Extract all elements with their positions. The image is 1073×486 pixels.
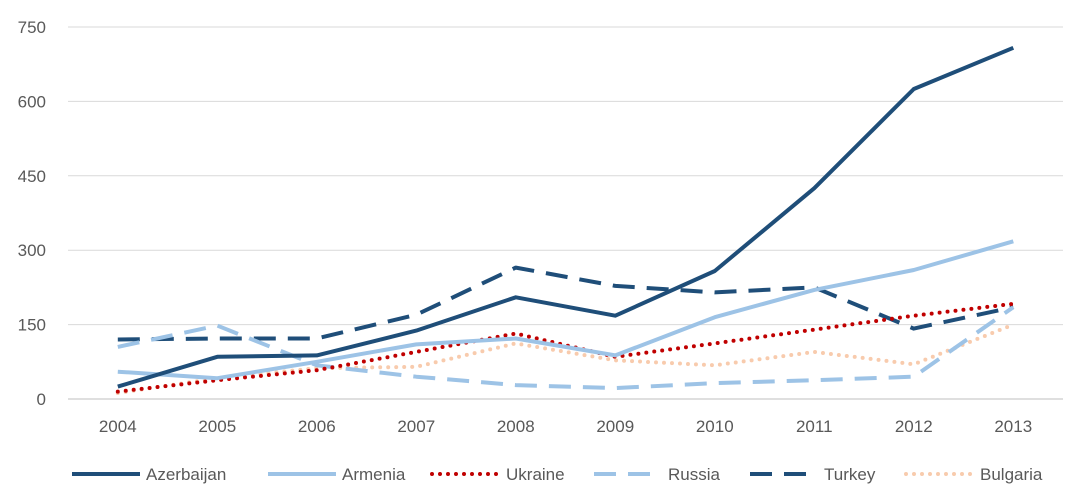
y-tick-label: 750 <box>18 18 46 37</box>
legend: Azerbaijan Armenia Ukraine Russia Turkey Bulg… <box>72 465 1043 484</box>
legend-label-azerbaijan: Azerbaijan <box>146 465 226 484</box>
y-tick-label: 450 <box>18 167 46 186</box>
x-tick-label: 2009 <box>596 417 634 436</box>
legend-label-russia: Russia <box>668 465 721 484</box>
x-tick-label: 2004 <box>99 417 137 436</box>
legend-label-armenia: Armenia <box>342 465 406 484</box>
y-tick-label: 0 <box>37 390 46 409</box>
legend-label-turkey: Turkey <box>824 465 876 484</box>
series-line-russia <box>117 305 1015 391</box>
series-line-armenia <box>117 239 1014 381</box>
x-tick-label: 2006 <box>298 417 336 436</box>
x-tick-label: 2008 <box>497 417 535 436</box>
y-tick-label: 300 <box>18 241 46 260</box>
x-tick-label: 2013 <box>994 417 1032 436</box>
x-axis-ticks: 2004 2005 2006 2007 2008 2009 2010 2011 2012 2013 <box>99 417 1032 436</box>
gridlines <box>68 26 1063 400</box>
x-tick-label: 2011 <box>796 417 833 436</box>
series-line-bulgaria <box>115 322 1016 395</box>
y-tick-label: 600 <box>18 92 46 111</box>
series-line-azerbaijan <box>117 45 1015 389</box>
x-tick-label: 2007 <box>397 417 435 436</box>
x-tick-label: 2010 <box>696 417 734 436</box>
series-line-ukraine <box>115 301 1016 394</box>
y-axis-ticks: 0 150 300 450 600 750 <box>18 18 46 409</box>
series-line-turkey <box>117 265 1014 342</box>
y-tick-label: 150 <box>18 316 46 335</box>
x-tick-label: 2012 <box>895 417 933 436</box>
legend-label-ukraine: Ukraine <box>506 465 565 484</box>
series-lines <box>115 45 1016 395</box>
legend-label-bulgaria: Bulgaria <box>980 465 1043 484</box>
x-tick-label: 2005 <box>198 417 236 436</box>
